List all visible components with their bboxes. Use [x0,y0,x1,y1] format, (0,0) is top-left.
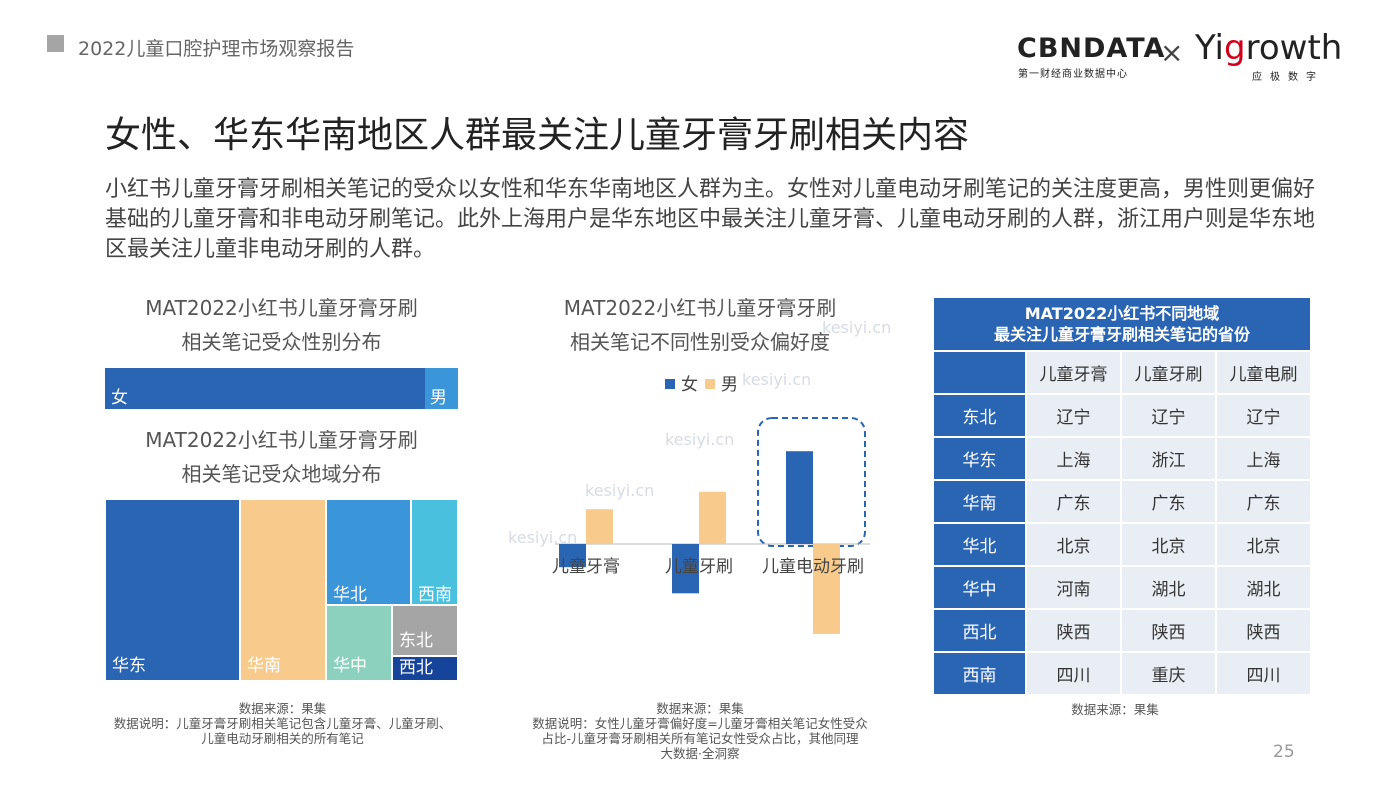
legend-label-male: 男 [721,375,738,395]
treemap-cell-xibei: 西北 [392,656,458,681]
gender-label-male: 男 [430,388,447,408]
legend: 女 男 [665,375,738,395]
row-header: 华中 [932,565,1027,610]
row-header: 西北 [932,608,1027,653]
table-corner [932,350,1027,395]
row-header: 华南 [932,479,1027,524]
table-cell: 广东 [1120,479,1217,524]
table-row: 东北 辽宁 辽宁 辽宁 [932,393,1312,438]
table-cell: 上海 [1025,436,1122,481]
preference-chart-title: MAT2022小红书儿童牙膏牙刷 相关笔记不同性别受众偏好度 [563,296,837,354]
gender-chart-title: MAT2022小红书儿童牙膏牙刷 相关笔记受众性别分布 [145,296,418,354]
table-row: 华中 河南 湖北 湖北 [932,565,1312,610]
table-cell: 辽宁 [1120,393,1217,438]
row-header: 华东 [932,436,1027,481]
treemap-cell-huabei: 华北 [326,499,411,605]
bar-female [786,451,813,544]
logo-separator-icon: × [1160,36,1184,69]
category-label: 儿童电动牙刷 [762,557,864,577]
table-row: 西南 四川 重庆 四川 [932,651,1312,696]
table-cell: 河南 [1025,565,1122,610]
preference-chart: 女 男 儿童牙膏 儿童牙刷 儿童电动牙刷 [552,375,870,634]
page-number: 25 [1273,742,1295,762]
table-cell: 北京 [1215,522,1312,567]
table-row: 华北 北京 北京 北京 [932,522,1312,567]
table-cell: 广东 [1215,479,1312,524]
page-description: 小红书儿童牙膏牙刷相关笔记的受众以女性和华东华南地区人群为主。女性对儿童电动牙刷… [105,177,1316,262]
treemap-cell-huanan: 华南 [240,499,326,681]
header-square-icon [47,35,64,52]
gender-label-female: 女 [111,388,128,408]
watermark: kesiyi.cn [822,318,892,337]
table-cell: 上海 [1215,436,1312,481]
table-cell: 辽宁 [1215,393,1312,438]
bar-male [586,509,613,544]
table-row: 华南 广东 广东 广东 [932,479,1312,524]
cbndata-logo: CBNDATA [1017,33,1166,64]
legend-swatch-female [665,379,675,389]
table-row: 华东 上海 浙江 上海 [932,436,1312,481]
category-label: 儿童牙刷 [665,557,733,577]
table-cell: 陕西 [1025,608,1122,653]
table-cell: 湖北 [1215,565,1312,610]
table-cell: 北京 [1025,522,1122,567]
table-cell: 重庆 [1120,651,1217,696]
bar-male [699,491,726,544]
row-header: 东北 [932,393,1027,438]
yigrowth-logo: Yigrowth [1195,28,1343,68]
middle-notes: 数据来源：果集 数据说明：女性儿童牙膏偏好度=儿童牙膏相关笔记女性受众 占比-儿… [532,701,868,761]
table-cell: 四川 [1215,651,1312,696]
table-cell: 陕西 [1120,608,1217,653]
treemap-cell-huadong: 华东 [105,499,240,681]
left-notes: 数据来源：果集 数据说明：儿童牙膏牙刷相关笔记包含儿童牙膏、儿童牙刷、 儿童电动… [113,701,452,746]
yigrowth-logo-subtitle: 应极数字 [1252,72,1324,83]
table-cell: 北京 [1120,522,1217,567]
treemap-cell-dongbei: 东北 [392,605,458,656]
gender-bar-male: 男 [425,368,458,409]
table-cell: 陕西 [1215,608,1312,653]
table-col-header: 儿童牙刷 [1120,350,1217,395]
bar-female [672,544,699,594]
province-table: MAT2022小红书不同地域 最关注儿童牙膏牙刷相关笔记的省份 儿童牙膏 儿童牙… [932,296,1312,696]
highlight-box [757,417,866,547]
table-title: MAT2022小红书不同地域 最关注儿童牙膏牙刷相关笔记的省份 [932,296,1312,352]
bar-male [813,544,840,634]
page-title: 女性、华东华南地区人群最关注儿童牙膏牙刷相关内容 [105,115,970,156]
table-cell: 辽宁 [1025,393,1122,438]
table-cell: 浙江 [1120,436,1217,481]
table-col-header: 儿童牙膏 [1025,350,1122,395]
legend-swatch-male [705,379,715,389]
right-note: 数据来源：果集 [1071,702,1159,717]
treemap-cell-xinan: 西南 [411,499,458,605]
table-cell: 湖北 [1120,565,1217,610]
cbndata-logo-subtitle: 第一财经商业数据中心 [1018,69,1128,80]
table-cell: 四川 [1025,651,1122,696]
table-cell: 广东 [1025,479,1122,524]
gender-bar-female: 女 [105,368,425,409]
watermark: kesiyi.cn [742,370,812,389]
bar-female [559,544,586,568]
watermark: kesiyi.cn [665,430,735,449]
table-col-header: 儿童电刷 [1215,350,1312,395]
legend-label-female: 女 [681,375,698,395]
region-chart-title: MAT2022小红书儿童牙膏牙刷 相关笔记受众地域分布 [145,428,418,486]
row-header: 西南 [932,651,1027,696]
watermark: kesiyi.cn [508,528,578,547]
report-title: 2022儿童口腔护理市场观察报告 [78,38,355,60]
category-label: 儿童牙膏 [552,556,620,577]
watermark: kesiyi.cn [585,481,655,500]
treemap-cell-huazhong: 华中 [326,605,392,681]
row-header: 华北 [932,522,1027,567]
region-treemap: 华东 华南 华北 西南 华中 东北 西北 [105,499,458,681]
table-row: 西北 陕西 陕西 陕西 [932,608,1312,653]
